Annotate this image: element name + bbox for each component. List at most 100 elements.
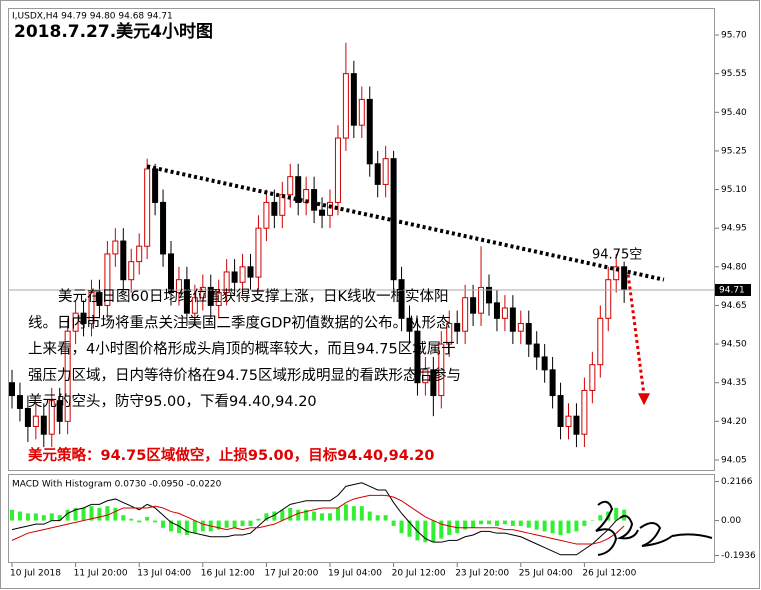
- y-tick-label: 0.2166: [721, 477, 753, 487]
- strategy: 美元策略：94.75区域做空，止损95.00，目标94.40,94.20: [28, 446, 434, 464]
- candle-body: [239, 266, 246, 283]
- histogram-bar: [558, 520, 563, 535]
- histogram-bar: [320, 513, 325, 521]
- histogram-bar: [439, 520, 444, 539]
- histogram-bar: [113, 507, 118, 521]
- candle-body: [613, 266, 620, 281]
- histogram-bar: [582, 520, 587, 526]
- y-tick-label: 95.70: [721, 31, 747, 41]
- histogram-bar: [494, 520, 499, 526]
- candle-body: [175, 279, 182, 294]
- histogram-bar: [184, 520, 189, 535]
- macd-plot: 0.2166 0.00 -0.1936: [10, 477, 756, 561]
- histogram-bar: [248, 520, 253, 526]
- candle-body: [183, 279, 190, 314]
- candle-body: [295, 176, 302, 203]
- histogram-bar: [272, 511, 277, 521]
- histogram-bar: [598, 515, 603, 521]
- candle-body: [446, 322, 453, 345]
- histogram-bar: [550, 520, 555, 534]
- candle-body: [358, 98, 365, 126]
- y-tick-label: 94.35: [721, 378, 747, 388]
- histogram-bar: [224, 520, 229, 528]
- candle-body: [414, 330, 421, 384]
- candle-body: [223, 271, 230, 294]
- histogram-bar: [288, 507, 293, 521]
- histogram-bar: [33, 513, 38, 521]
- candle-body: [231, 271, 238, 283]
- histogram-bar: [65, 509, 70, 521]
- histogram-bar: [534, 520, 539, 530]
- x-tick-label: 20 Jul 12:00: [392, 569, 446, 579]
- histogram-bar: [343, 504, 348, 521]
- candle-body: [478, 286, 485, 314]
- candle-body: [247, 266, 254, 278]
- candle-body: [112, 240, 119, 255]
- candle-body: [334, 137, 341, 203]
- histogram-bar: [526, 520, 531, 528]
- candle-body: [573, 415, 580, 435]
- candle-body: [454, 322, 461, 332]
- histogram-bar: [574, 520, 579, 532]
- candle-body: [152, 168, 159, 203]
- y-tick-label: 94.05: [721, 455, 747, 465]
- candle-body: [80, 312, 87, 324]
- histogram-bar: [240, 520, 245, 526]
- candle-body: [517, 322, 524, 332]
- histogram-bar: [367, 511, 372, 521]
- candle-body: [160, 201, 167, 255]
- histogram-bar: [423, 520, 428, 543]
- macd-label: MACD With Histogram 0.0730 -0.0950 -0.02…: [12, 480, 222, 490]
- candle-body: [32, 415, 39, 427]
- histogram-bar: [41, 515, 46, 521]
- histogram-bar: [614, 507, 619, 521]
- x-tick-label: 25 Jul 04:00: [519, 569, 573, 579]
- y-tick-label: 95.10: [721, 185, 747, 195]
- x-tick-label: 26 Jul 12:00: [582, 569, 636, 579]
- current-price-label: 94.71: [719, 285, 745, 295]
- candle-body: [191, 297, 198, 314]
- y-tick-label: 95.40: [721, 108, 747, 118]
- candle-body: [9, 382, 15, 397]
- candle-body: [64, 330, 71, 422]
- histogram-bar: [73, 507, 78, 521]
- commentary-line: 强压力区域，日内等待价格在94.75区域形成明显的看跌形态后参与: [28, 366, 461, 384]
- candle-body: [557, 395, 564, 427]
- histogram-bar: [359, 506, 364, 521]
- histogram-bar: [487, 520, 491, 525]
- candle-body: [255, 227, 262, 278]
- candle-body: [56, 400, 63, 422]
- candle-body: [120, 240, 127, 281]
- candle-body: [398, 279, 405, 319]
- candle-body: [96, 292, 103, 306]
- candle-body: [48, 400, 55, 435]
- y-tick-label: 94.20: [721, 417, 747, 427]
- histogram-bar: [105, 506, 110, 521]
- signature-stroke: [595, 500, 713, 556]
- x-tick-label: 23 Jul 20:00: [455, 569, 509, 579]
- candle-body: [438, 343, 445, 397]
- histogram-bar: [216, 520, 221, 530]
- arrow-head: [638, 393, 651, 406]
- candle-body: [501, 307, 508, 319]
- histogram-bar: [57, 515, 62, 521]
- histogram-bar: [566, 520, 571, 534]
- candle-body: [581, 389, 588, 435]
- candle-body: [597, 317, 604, 366]
- histogram-bar: [590, 520, 595, 522]
- histogram-bar: [17, 511, 22, 521]
- histogram-bar: [49, 513, 54, 521]
- commentary-line: 线。日内市场将重点关注美国二季度GDP初值数据的公布。从形态: [28, 314, 451, 331]
- macd-line: [11, 494, 625, 545]
- histogram-bar: [399, 520, 404, 534]
- candle-body: [382, 158, 389, 185]
- histogram-bar: [129, 518, 134, 521]
- histogram-bar: [192, 520, 197, 534]
- candle-body: [422, 369, 429, 384]
- y-tick-label: 94.65: [721, 301, 747, 311]
- candle-body: [525, 322, 532, 345]
- histogram-bar: [407, 520, 412, 537]
- commentary: 美元在日图60日均线位置获得支撑上涨，日K线收一根实体阳线。日内市场将重点关注美…: [28, 288, 461, 410]
